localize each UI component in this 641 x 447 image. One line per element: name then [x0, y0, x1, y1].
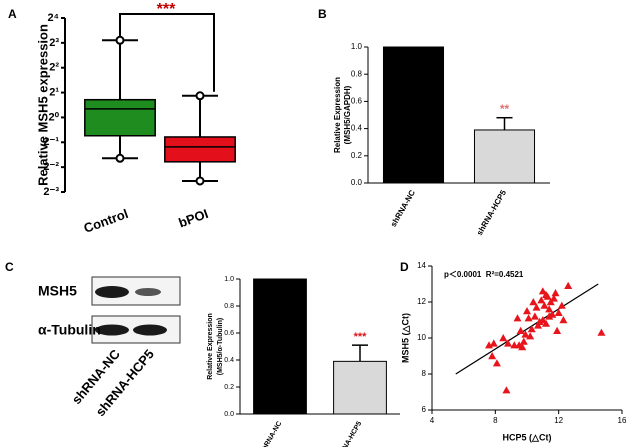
point: [521, 330, 530, 338]
y-tick-label: 14: [417, 261, 426, 270]
fit-line: [455, 283, 599, 375]
box: [84, 98, 156, 137]
point: [538, 287, 547, 295]
point: [549, 294, 558, 302]
y-axis-label: (MSH5/GAPDH): [343, 85, 352, 144]
point: [540, 301, 549, 309]
point: [553, 326, 562, 334]
point: [485, 341, 493, 349]
y-tick-label: 6: [422, 405, 427, 414]
x-tick-label: 12: [554, 416, 563, 425]
y-axis-label: MSH5 (△Ct): [400, 313, 410, 363]
point: [564, 281, 573, 289]
box: [164, 136, 236, 163]
point: [542, 319, 550, 327]
x-tick-label: 4: [430, 416, 435, 425]
y-tick-label: 2¹: [49, 86, 59, 98]
y-tick-label: 2³: [49, 37, 59, 49]
point: [529, 298, 538, 306]
y-tick-label: 2⁻¹: [43, 136, 59, 148]
y-tick-label: 0.8: [224, 303, 234, 310]
point: [537, 296, 546, 304]
bar: [333, 360, 387, 415]
y-axis-label: Relative Expression: [333, 77, 342, 153]
point: [534, 321, 543, 329]
point: [488, 352, 497, 360]
y-tick-label: 2⁻²: [43, 161, 59, 173]
y-tick-label: 2²: [49, 62, 59, 74]
blot-row-label: α-Tubulin: [38, 322, 101, 338]
whisker-end: [195, 176, 205, 186]
y-tick-label: 0.8: [351, 69, 363, 78]
point: [504, 339, 512, 347]
point: [519, 337, 528, 345]
significance-bracket: [119, 13, 215, 92]
point: [551, 289, 560, 297]
point: [530, 312, 539, 320]
blot-band: [95, 286, 129, 298]
point: [554, 308, 563, 316]
y-tick-label: 0.2: [224, 384, 234, 391]
bar: [382, 46, 445, 184]
significance: ***: [157, 1, 176, 18]
point: [527, 325, 536, 333]
y-tick-label: 1.0: [224, 276, 234, 283]
blot-band: [133, 324, 167, 336]
point: [516, 326, 525, 334]
panel-label: D: [400, 260, 409, 274]
y-tick-label: 10: [417, 333, 426, 342]
y-tick-label: 2⁴: [47, 12, 59, 24]
y-axis-label: Relative MSH5 expression: [35, 24, 50, 186]
y-axis-label: (MSH5/α-Tubulin): [217, 318, 224, 375]
y-tick-label: 2⁰: [48, 111, 59, 123]
blot-row-label: MSH5: [38, 283, 77, 299]
y-tick-label: 0.0: [351, 178, 363, 187]
whisker-end: [195, 91, 205, 101]
point: [545, 312, 554, 320]
point: [543, 292, 552, 300]
whisker-end: [115, 153, 125, 163]
y-tick-label: 2⁻³: [43, 186, 59, 198]
y-tick-label: 0.4: [351, 124, 363, 133]
significance: ***: [354, 331, 368, 343]
x-tick-label: 8: [493, 416, 498, 425]
y-axis-label: Relative Expression: [207, 313, 214, 380]
annotation: p＜0.0001 R²=0.4521: [444, 270, 524, 279]
y-tick-label: 0.0: [224, 411, 234, 418]
point: [489, 339, 498, 347]
point: [526, 332, 535, 340]
panel-label: A: [8, 7, 17, 21]
panel-label: B: [318, 7, 327, 21]
bar: [473, 129, 536, 184]
point: [513, 314, 522, 322]
y-tick-label: 0.2: [351, 151, 363, 160]
point: [559, 316, 568, 324]
point: [524, 314, 533, 322]
x-axis-label: HCP5 (△Ct): [503, 432, 552, 442]
blot-band: [95, 324, 129, 336]
y-tick-label: 12: [417, 297, 426, 306]
panel-label: C: [5, 260, 14, 274]
y-tick-label: 1.0: [351, 42, 363, 51]
point: [597, 328, 606, 336]
point: [518, 343, 527, 351]
point: [492, 359, 501, 367]
y-tick-label: 0.6: [224, 330, 234, 337]
blot-band: [135, 288, 161, 296]
bar: [253, 278, 307, 415]
y-tick-label: 8: [422, 369, 427, 378]
point: [557, 301, 566, 309]
significance: **: [500, 102, 510, 116]
point: [545, 305, 554, 313]
point: [499, 334, 508, 342]
y-tick-label: 0.4: [224, 357, 234, 364]
point: [523, 307, 531, 315]
point: [502, 386, 511, 394]
x-tick-label: 16: [618, 416, 627, 425]
whisker-end: [115, 35, 125, 45]
y-tick-label: 0.6: [351, 97, 363, 106]
point: [532, 303, 541, 311]
